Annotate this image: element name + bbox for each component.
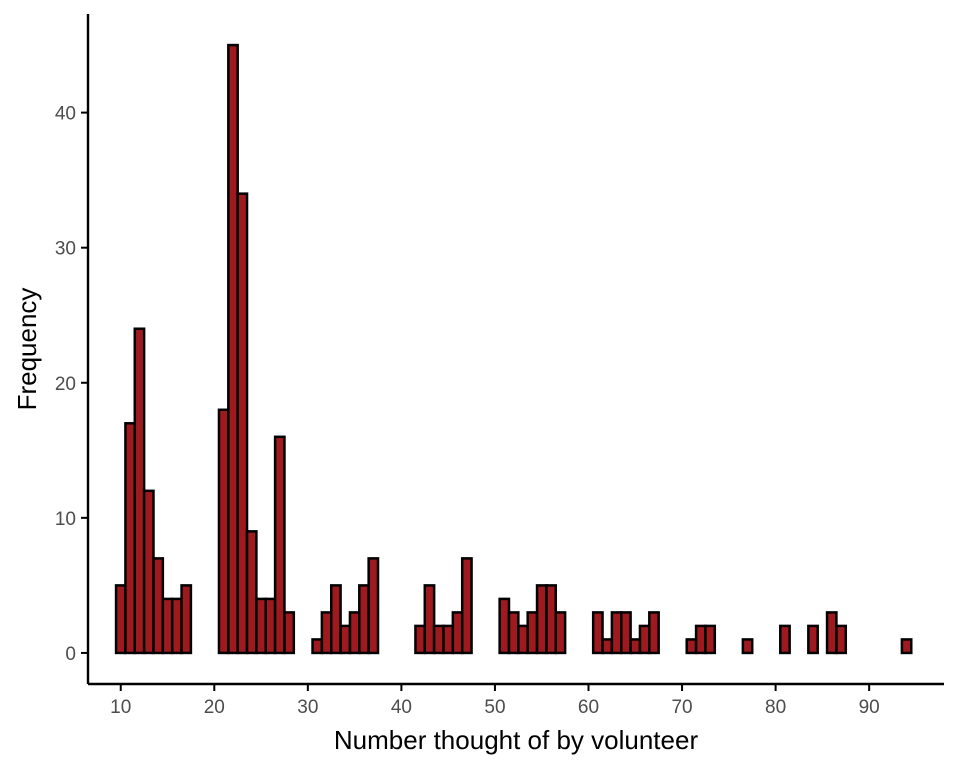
histogram-bar: [517, 624, 529, 655]
histogram-bar: [648, 611, 660, 655]
y-tick-label: 40: [55, 104, 76, 125]
histogram-bar: [161, 597, 174, 655]
histogram-bar: [685, 638, 698, 655]
x-tick-label: 90: [859, 697, 880, 718]
histogram-bar: [610, 611, 623, 655]
histogram-bar: [460, 557, 473, 655]
histogram-bar: [367, 557, 380, 655]
histogram-bar: [554, 611, 567, 655]
x-tick-label: 10: [110, 697, 131, 718]
histogram-bar: [825, 611, 838, 655]
histogram-bar: [601, 638, 614, 655]
histogram-bar: [694, 624, 707, 655]
y-tick-label: 30: [55, 239, 76, 260]
histogram-bar: [152, 557, 165, 655]
histogram-bar: [311, 638, 324, 655]
histogram-bar: [245, 530, 258, 655]
histogram-bar: [236, 192, 249, 655]
histogram-bar: [704, 624, 717, 655]
bars-layer: [114, 43, 913, 655]
histogram-bar: [629, 638, 642, 655]
x-tick-label: 20: [204, 697, 225, 718]
histogram-bar: [329, 584, 342, 655]
y-axis-title: Frequency: [12, 288, 42, 411]
histogram-bar: [358, 584, 370, 655]
histogram-bar: [432, 624, 445, 655]
histogram-bar: [414, 624, 427, 655]
x-tick-label: 80: [765, 697, 786, 718]
histogram-bar: [779, 624, 791, 655]
histogram-bar: [545, 584, 558, 655]
histogram-bar: [255, 597, 267, 655]
histogram-bar: [114, 584, 127, 655]
y-tick-label: 0: [65, 644, 76, 665]
histogram-bar: [283, 611, 296, 655]
histogram-bar: [498, 597, 511, 655]
histogram-bar: [423, 584, 436, 655]
y-tick-label: 10: [55, 509, 76, 530]
axes-layer: [86, 14, 944, 686]
histogram-bar: [320, 611, 333, 655]
histogram-bar: [133, 327, 146, 655]
x-tick-label: 70: [671, 697, 692, 718]
histogram-bar: [273, 435, 286, 655]
histogram-bar: [507, 611, 520, 655]
histogram-bar: [591, 611, 604, 655]
histogram-bar: [807, 624, 819, 655]
x-ticks-layer: 10 20 30 40 50 60 70 80 90: [110, 684, 880, 718]
x-tick-label: 30: [297, 697, 318, 718]
histogram-bar: [638, 624, 651, 655]
histogram-bar: [451, 611, 464, 655]
histogram-bar: [339, 624, 352, 655]
histogram-bar: [835, 624, 848, 655]
histogram-bar: [170, 597, 183, 655]
histogram-bar: [217, 408, 230, 655]
histogram-bar: [264, 597, 277, 655]
histogram-bar: [442, 624, 455, 655]
histogram-bar: [142, 489, 155, 655]
histogram-bar: [619, 611, 632, 655]
x-tick-label: 50: [484, 697, 505, 718]
x-axis-title: Number thought of by volunteer: [334, 725, 699, 755]
histogram-bar: [535, 584, 548, 655]
x-tick-label: 60: [578, 697, 599, 718]
histogram-bar: [348, 611, 361, 655]
histogram-bar: [526, 611, 539, 655]
y-ticks-layer: 0 10 20 30 40: [55, 104, 88, 665]
histogram-bar: [124, 422, 137, 655]
histogram-bar: [741, 638, 754, 655]
y-tick-label: 20: [55, 374, 76, 395]
x-tick-label: 40: [391, 697, 412, 718]
histogram-bar: [180, 584, 193, 655]
histogram-bar: [227, 43, 239, 655]
histogram-bar: [900, 638, 913, 655]
